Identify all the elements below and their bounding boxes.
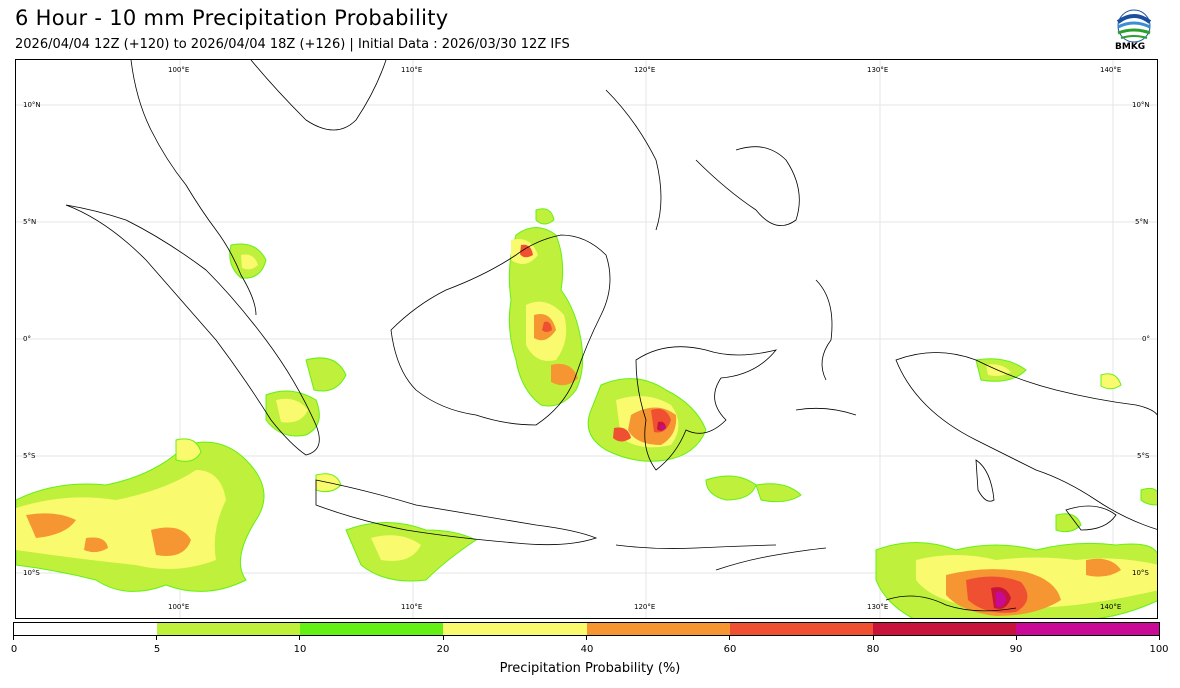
lat-label-right: 0° xyxy=(1142,335,1150,343)
map-canvas xyxy=(16,60,1157,618)
coastlines xyxy=(65,60,1157,612)
precip-field xyxy=(16,208,1157,618)
colorbar-tick-label: 20 xyxy=(436,644,450,655)
colorbar-tick-mark xyxy=(13,636,14,640)
colorbar-segment xyxy=(586,623,730,635)
colorbar-tick-mark xyxy=(729,636,730,640)
lon-label-bottom: 120°E xyxy=(634,603,656,611)
chart-title: 6 Hour - 10 mm Precipitation Probability xyxy=(15,6,449,30)
colorbar-segment xyxy=(14,623,158,635)
chart-subtitle: 2026/04/04 12Z (+120) to 2026/04/04 18Z … xyxy=(15,37,570,52)
lon-label-top: 130°E xyxy=(867,66,889,74)
bmkg-logo-icon xyxy=(1116,9,1152,43)
colorbar-tick-mark xyxy=(156,636,157,640)
lon-label-bottom: 100°E xyxy=(168,603,190,611)
lat-label-right: 10°N xyxy=(1132,101,1150,109)
colorbar-segment xyxy=(729,623,873,635)
lon-label-top: 120°E xyxy=(634,66,656,74)
colorbar-tick-mark xyxy=(1016,636,1017,640)
colorbar-segment xyxy=(1015,623,1159,635)
lat-label-left: 10°N xyxy=(23,101,41,109)
colorbar-tick-label: 100 xyxy=(1149,644,1169,655)
graticule xyxy=(16,60,1157,618)
lat-label-right: 5°N xyxy=(1135,218,1149,226)
colorbar-title: Precipitation Probability (%) xyxy=(499,661,681,676)
colorbar-tick-label: 80 xyxy=(866,644,880,655)
colorbar-tick-label: 40 xyxy=(580,644,594,655)
lon-label-bottom: 130°E xyxy=(867,603,889,611)
colorbar-tick-label: 5 xyxy=(153,644,161,655)
colorbar-tick-label: 60 xyxy=(723,644,737,655)
lat-label-left: 5°S xyxy=(23,452,36,460)
colorbar-tick-mark xyxy=(586,636,587,640)
colorbar-tick-mark xyxy=(1159,636,1160,640)
lat-label-right: 5°S xyxy=(1137,452,1150,460)
colorbar-segment xyxy=(300,623,444,635)
lon-label-top: 100°E xyxy=(168,66,190,74)
colorbar-tick-mark xyxy=(443,636,444,640)
lat-label-left: 0° xyxy=(23,335,31,343)
lat-label-right: 10°S xyxy=(1132,569,1149,577)
colorbar-tick-label: 10 xyxy=(293,644,307,655)
lon-label-bottom: 110°E xyxy=(401,603,423,611)
colorbar xyxy=(13,622,1160,636)
colorbar-tick-mark xyxy=(299,636,300,640)
lat-label-left: 5°N xyxy=(23,218,37,226)
lon-label-top: 110°E xyxy=(401,66,423,74)
logo-text: BMKG xyxy=(1115,42,1146,52)
colorbar-tick-label: 0 xyxy=(10,644,18,655)
colorbar-tick-mark xyxy=(873,636,874,640)
lon-label-top: 140°E xyxy=(1100,66,1122,74)
colorbar-segment xyxy=(157,623,301,635)
lat-label-left: 10°S xyxy=(23,569,40,577)
colorbar-tick-label: 90 xyxy=(1009,644,1023,655)
lon-label-bottom: 140°E xyxy=(1100,603,1122,611)
colorbar-segment xyxy=(872,623,1016,635)
map-panel: 100°E 110°E 120°E 130°E 140°E 100°E 110°… xyxy=(15,59,1158,619)
colorbar-segment xyxy=(443,623,587,635)
